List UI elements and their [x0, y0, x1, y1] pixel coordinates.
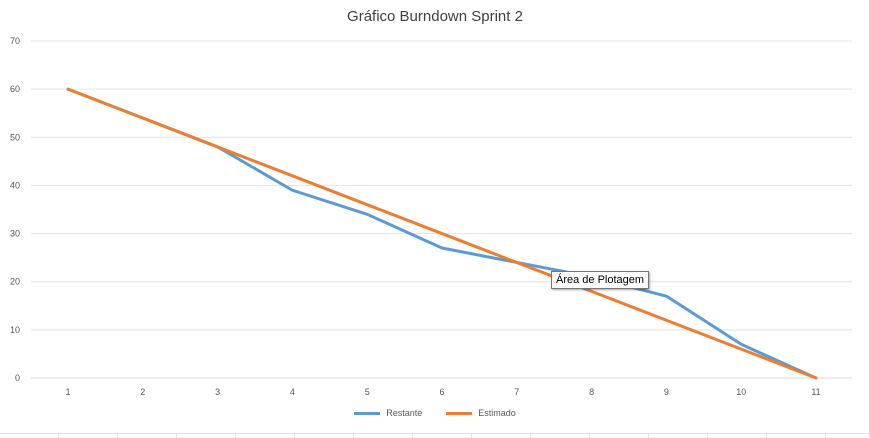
x-tick-label: 5: [365, 387, 370, 397]
legend-label: Restante: [386, 408, 423, 418]
legend-item-restante[interactable]: Restante: [354, 408, 422, 418]
x-tick-label: 10: [736, 387, 746, 397]
gridlines: [31, 40, 852, 379]
y-tick-label: 50: [10, 132, 20, 142]
series-lines: [66, 87, 818, 380]
plot-area-tooltip: Área de Plotagem: [551, 271, 650, 289]
y-tick-label: 20: [10, 277, 20, 287]
x-tick-label: 7: [514, 387, 519, 397]
sheet-gridlines: [0, 433, 870, 438]
y-tick-label: 30: [10, 229, 20, 239]
x-tick-label: 11: [811, 387, 820, 397]
series-line-estimado[interactable]: [66, 87, 818, 380]
y-tick-label: 10: [10, 325, 20, 335]
chart-title: Gráfico Burndown Sprint 2: [347, 8, 523, 25]
y-tick-label: 60: [10, 84, 20, 94]
x-tick-label: 4: [290, 387, 295, 397]
x-tick-label: 1: [65, 387, 70, 397]
y-tick-label: 40: [10, 180, 20, 190]
legend-swatch: [446, 411, 473, 415]
y-axis: 0 10 20 30 40 50 60 70: [10, 36, 20, 383]
y-tick-label: 0: [15, 373, 20, 383]
x-axis: 1 2 3 4 5 6 7 8 9 10 11: [65, 387, 820, 397]
x-tick-label: 3: [215, 387, 220, 397]
x-tick-label: 8: [589, 387, 594, 397]
legend-item-estimado[interactable]: Estimado: [446, 408, 516, 418]
y-tick-label: 70: [10, 36, 20, 46]
x-tick-label: 6: [439, 387, 444, 397]
x-tick-label: 9: [664, 387, 669, 397]
legend-label: Estimado: [478, 408, 516, 418]
legend: Restante Estimado: [0, 408, 870, 418]
x-tick-label: 2: [140, 387, 145, 397]
legend-swatch: [354, 411, 381, 415]
